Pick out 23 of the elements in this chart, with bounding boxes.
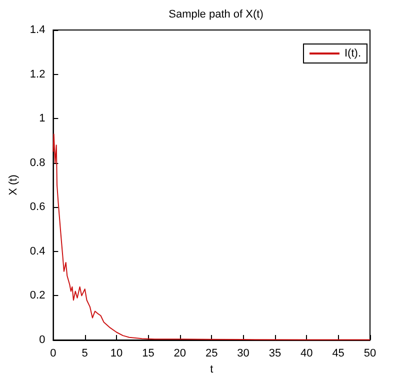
y-tick-label: 0.4: [30, 245, 46, 258]
y-tick-label: 0.8: [30, 156, 46, 169]
x-tick-label: 10: [110, 348, 123, 360]
y-axis-title: X (t): [8, 174, 20, 196]
y-tick-label: 1: [39, 112, 46, 125]
x-tick-label: 15: [142, 348, 154, 360]
x-tick-label: 40: [300, 348, 313, 360]
y-tick-label: 0: [39, 334, 46, 346]
x-tick-label: 35: [268, 348, 282, 360]
legend-label: I(t).: [344, 48, 362, 60]
y-tick-label: 0.6: [30, 201, 46, 214]
x-tick-label: 30: [237, 348, 250, 360]
x-tick-label: 45: [332, 348, 344, 360]
y-tick-label: 0.2: [30, 290, 46, 302]
x-tick-label: 20: [174, 348, 186, 360]
y-tick-label: 1.4: [30, 24, 46, 36]
x-axis-title: t: [210, 363, 214, 376]
chart-title: Sample path of X(t): [168, 8, 264, 20]
x-tick-label: 50: [364, 348, 376, 360]
y-tick-label: 1.2: [30, 68, 46, 80]
x-tick-label: 25: [205, 348, 218, 360]
x-tick-label: 0: [50, 348, 56, 360]
x-tick-label: 5: [82, 348, 88, 360]
